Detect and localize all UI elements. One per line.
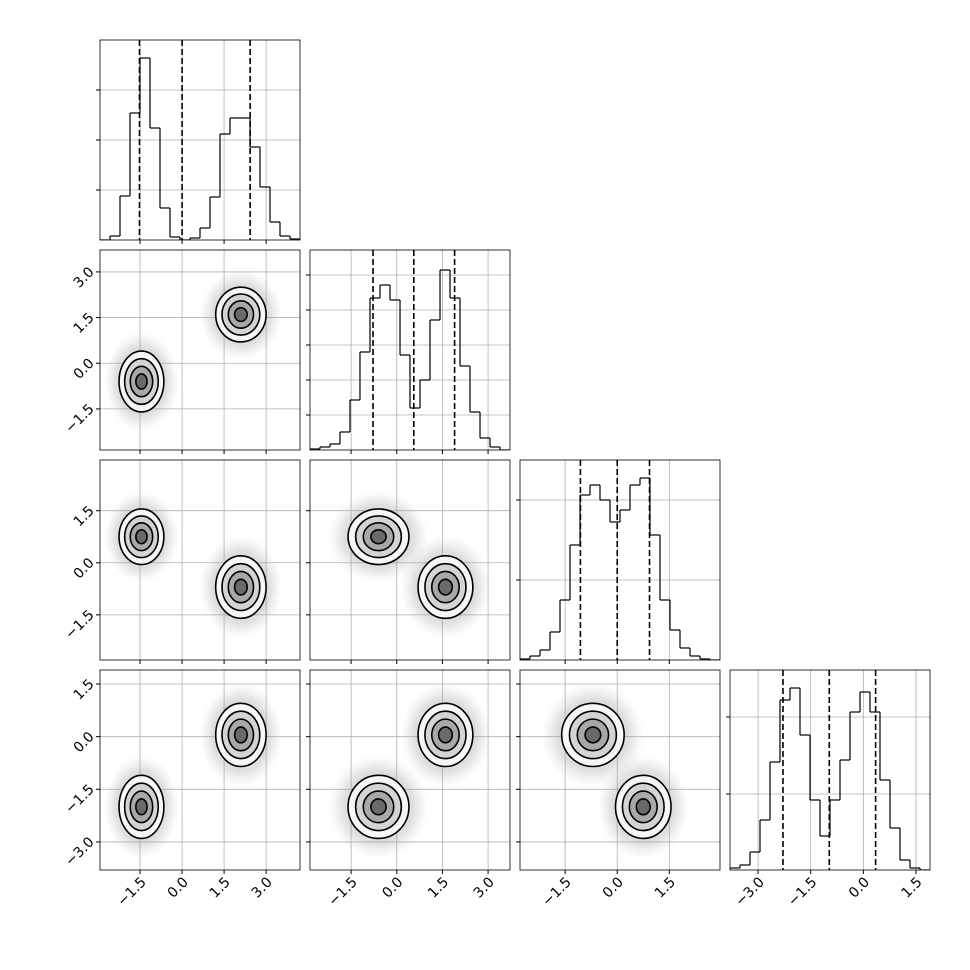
plot-area xyxy=(100,670,300,870)
panel: −1.5 0.0 1.5 3.0 xyxy=(306,669,511,910)
x-tick-label: 0.0 xyxy=(379,874,406,901)
panel xyxy=(306,249,511,454)
y-tick-label: −1.5 xyxy=(62,782,97,817)
plot-area xyxy=(100,250,300,450)
plot-area xyxy=(310,460,510,660)
contour xyxy=(233,726,248,744)
y-tick-label: 0.0 xyxy=(71,555,98,582)
y-tick-label: 1.5 xyxy=(71,503,98,530)
panel: −1.5 0.0 1.5 xyxy=(516,669,721,910)
contour xyxy=(233,578,248,596)
contour xyxy=(135,798,148,816)
panel-frame xyxy=(309,249,511,451)
panel-frame xyxy=(99,249,301,451)
panel-frame xyxy=(99,39,301,241)
panel-frame xyxy=(309,669,511,871)
y-tick-label: 1.5 xyxy=(71,310,98,337)
plot-area xyxy=(100,40,300,240)
x-tick-label: 1.5 xyxy=(425,874,452,901)
x-tick-label: 1.5 xyxy=(652,874,679,901)
y-tick-label: −1.5 xyxy=(62,607,97,642)
panel-frame xyxy=(99,669,301,871)
x-tick-label: 3.0 xyxy=(249,874,276,901)
y-tick-label: 3.0 xyxy=(71,264,98,291)
plot-area xyxy=(520,670,720,870)
x-tick-label: −1.5 xyxy=(539,874,574,909)
plot-area xyxy=(100,460,300,660)
y-tick-label: 0.0 xyxy=(71,356,98,383)
x-tick-label: −1.5 xyxy=(325,874,360,909)
x-tick-label: 0.0 xyxy=(846,874,873,901)
contour xyxy=(135,528,148,545)
plot-area xyxy=(730,670,930,870)
plot-area xyxy=(310,250,510,450)
y-tick-label: 1.5 xyxy=(71,676,98,703)
panel: −1.5 0.0 1.5 3.0 −3.0 −1.5 0.0 1.5 xyxy=(62,669,301,910)
panel: −1.5 0.0 1.5 3.0 xyxy=(62,249,301,454)
contour xyxy=(233,306,248,323)
x-tick-label: 1.5 xyxy=(899,874,926,901)
contour xyxy=(584,726,602,744)
panel-frame xyxy=(519,459,721,661)
y-tick-label: −3.0 xyxy=(62,834,97,869)
contour xyxy=(135,373,148,390)
panel xyxy=(96,39,301,244)
x-tick-label: −1.5 xyxy=(114,874,149,909)
contour xyxy=(437,726,454,744)
panel-frame xyxy=(519,669,721,871)
contour xyxy=(370,798,387,816)
plot-area xyxy=(310,670,510,870)
panel: −3.0 −1.5 0.0 1.5 xyxy=(726,669,931,910)
panel xyxy=(306,459,511,664)
contour xyxy=(370,528,387,545)
panel-frame xyxy=(99,459,301,661)
x-tick-label: 3.0 xyxy=(471,874,498,901)
plot-area xyxy=(520,460,720,660)
y-tick-label: 0.0 xyxy=(71,729,98,756)
y-tick-label: −1.5 xyxy=(62,401,97,436)
x-tick-label: 1.5 xyxy=(207,874,234,901)
contour xyxy=(437,578,454,596)
x-tick-label: 0.0 xyxy=(165,874,192,901)
panel-frame xyxy=(729,669,931,871)
contour xyxy=(635,798,652,816)
x-tick-label: −1.5 xyxy=(785,874,820,909)
x-tick-label: −3.0 xyxy=(732,874,767,909)
panel-frame xyxy=(309,459,511,661)
x-tick-label: 0.0 xyxy=(600,874,627,901)
panel xyxy=(516,459,721,664)
panel: −1.5 0.0 1.5 xyxy=(62,459,301,664)
